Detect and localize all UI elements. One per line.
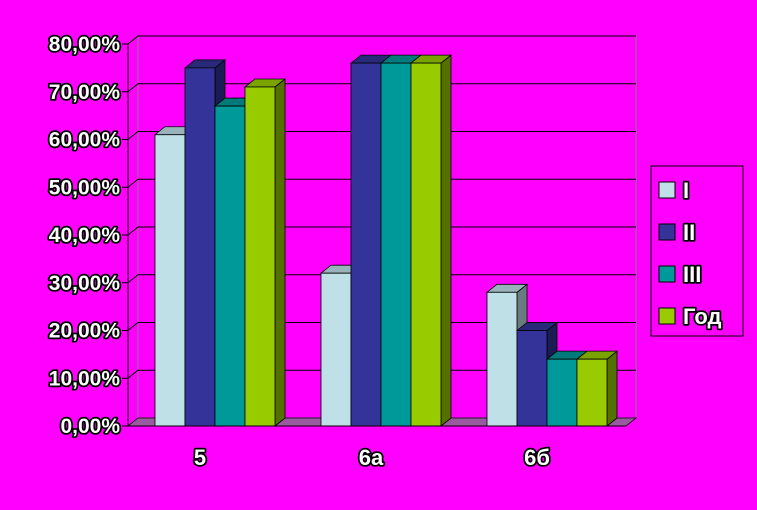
bar — [154, 134, 186, 427]
bar — [184, 67, 216, 427]
legend-swatch — [658, 265, 676, 283]
gridlines — [127, 35, 636, 379]
gridline — [127, 83, 636, 93]
gridline — [127, 274, 636, 284]
legend-label: Год — [683, 304, 722, 329]
y-tick-label: 0,00% — [60, 415, 120, 438]
y-tick-label: 20,00% — [49, 320, 121, 343]
legend-swatch — [658, 223, 676, 241]
x-tick-label: 6а — [359, 445, 384, 470]
gridline — [127, 226, 636, 236]
bar — [576, 358, 608, 427]
bar — [410, 62, 442, 427]
bar-side — [606, 350, 618, 427]
gridline — [127, 369, 636, 379]
bar — [350, 62, 382, 427]
bar — [516, 330, 548, 427]
y-tick-label: 40,00% — [49, 224, 121, 247]
bar — [320, 272, 352, 427]
y-tick-label: 10,00% — [49, 367, 121, 390]
bar — [244, 86, 276, 427]
bar-side — [440, 54, 452, 427]
legend-label: I — [683, 178, 689, 203]
y-tick-label: 50,00% — [49, 176, 121, 199]
bar-side — [274, 78, 286, 427]
y-axis: 0,00% 10,00% 20,00% 30,00% 40,00% 50,00% 60,00… — [47, 31, 129, 440]
gridline — [127, 322, 636, 331]
y-tick-label: 70,00% — [49, 81, 121, 104]
legend-swatch — [658, 181, 676, 199]
bar — [486, 291, 518, 427]
bar — [214, 105, 246, 427]
y-tick-label: 80,00% — [49, 33, 121, 56]
legend-label: II — [683, 220, 695, 245]
gridline — [127, 178, 636, 188]
x-tick-label: 6б — [524, 445, 550, 470]
legend-label: III — [683, 262, 701, 287]
bar — [546, 358, 578, 427]
bars — [153, 54, 619, 427]
y-tick-label: 60,00% — [49, 129, 121, 152]
y-tick-label: 30,00% — [49, 272, 121, 295]
gridline — [127, 35, 636, 45]
x-axis: 5 6а 6б — [128, 425, 626, 472]
bar — [380, 62, 412, 427]
legend-swatch — [658, 307, 676, 325]
gridline — [127, 131, 636, 140]
x-tick-label: 5 — [194, 445, 206, 470]
